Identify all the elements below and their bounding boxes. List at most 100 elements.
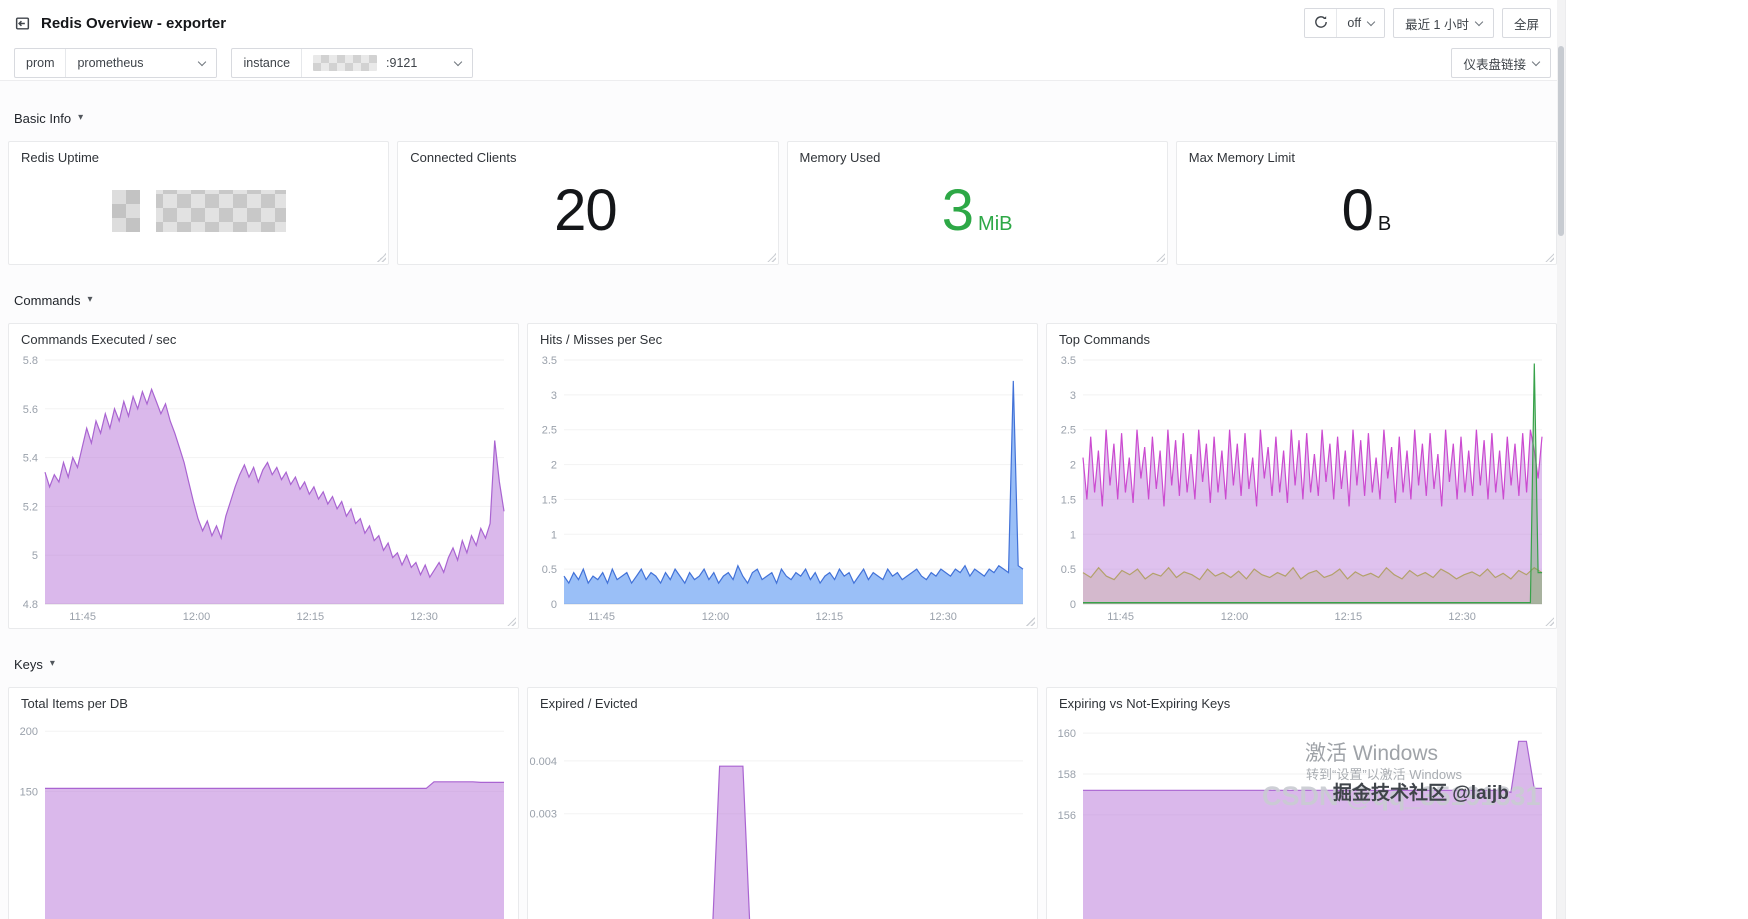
refresh-interval-value: off [1347, 16, 1362, 30]
svg-text:1: 1 [551, 529, 557, 541]
panel-resize-handle[interactable] [377, 253, 387, 262]
time-range-value: 最近 1 小时 [1405, 17, 1469, 32]
svg-text:0: 0 [1070, 599, 1076, 611]
svg-text:12:15: 12:15 [816, 611, 844, 623]
variable-prom-value: prometheus [77, 56, 144, 70]
panel-title[interactable]: Redis Uptime [21, 150, 100, 165]
chevron-down-icon [1531, 57, 1541, 66]
timeseries-chart[interactable]: 4.8 5 5.2 5.4 5.6 5.8 11:45 12:00 12:15 12:30 [9, 350, 518, 628]
panel-resize-handle[interactable] [1545, 617, 1554, 626]
svg-text:0.003: 0.003 [529, 809, 557, 821]
section-basic-info[interactable]: Basic Info ▾ [2, 109, 1563, 127]
dashboard-title: Redis Overview - exporter [41, 14, 227, 32]
refresh-button[interactable] [1305, 9, 1338, 37]
stat-unit: B [1377, 213, 1392, 235]
svg-text:11:45: 11:45 [1107, 611, 1134, 623]
chart-panel-commands-executed: Commands Executed / sec 4.8 5 5.2 5.4 5.6 5.8… [8, 323, 519, 629]
commands-row: Commands Executed / sec 4.8 5 5.2 5.4 5.6 5.8… [0, 323, 1565, 629]
panel-resize-handle[interactable] [1545, 253, 1554, 262]
chart-panel-expiring-keys: Expiring vs Not-Expiring Keys 156 158 160 [1046, 687, 1557, 919]
panel-title[interactable]: Hits / Misses per Sec [540, 332, 663, 347]
scrollbar-thumb[interactable] [1558, 46, 1564, 236]
fullscreen-label: 全屏 [1513, 17, 1539, 32]
panel-title[interactable]: Top Commands [1059, 332, 1151, 347]
refresh-interval-dropdown[interactable]: off [1337, 9, 1385, 37]
svg-text:3: 3 [551, 390, 557, 402]
chart-panel-expired-evicted: Expired / Evicted 0.003 0.004 [527, 687, 1038, 919]
timeseries-chart[interactable]: 0 0.5 1 1.5 2 2.5 3 3.5 11:45 12:00 12:15 12:30 [1047, 350, 1556, 628]
panel-resize-handle[interactable] [766, 253, 776, 262]
panel-resize-handle[interactable] [507, 617, 516, 626]
chevron-down-icon [453, 57, 463, 66]
dashboard-links-dropdown[interactable]: 仪表盘链接 [1451, 48, 1551, 78]
panel-title[interactable]: Commands Executed / sec [21, 332, 177, 347]
variable-prom-dropdown[interactable]: prometheus [66, 49, 217, 77]
section-commands-label: Commands [14, 292, 81, 308]
timeseries-chart[interactable]: 150 200 [9, 714, 518, 919]
svg-text:3.5: 3.5 [542, 355, 557, 367]
panel-title[interactable]: Total Items per DB [21, 696, 128, 711]
section-keys-label: Keys [14, 656, 43, 672]
svg-text:3: 3 [1070, 390, 1076, 402]
panel-title[interactable]: Memory Used [799, 150, 881, 165]
stat-value: 3 [941, 178, 974, 243]
panel-title[interactable]: Expiring vs Not-Expiring Keys [1059, 696, 1231, 711]
svg-text:11:45: 11:45 [588, 611, 615, 623]
svg-text:5.6: 5.6 [23, 404, 38, 416]
chart-panel-top-commands: Top Commands 0 0.5 1 1.5 2 2.5 3 3.5 11:45 12:00 1… [1046, 323, 1557, 629]
timeseries-chart[interactable]: 0 0.5 1 1.5 2 2.5 3 3.5 11:45 12:00 12:15 12:30 [528, 350, 1037, 628]
panel-title[interactable]: Max Memory Limit [1188, 150, 1295, 165]
svg-text:0: 0 [551, 599, 557, 611]
svg-text:2.5: 2.5 [542, 425, 557, 437]
svg-text:3.5: 3.5 [1061, 355, 1076, 367]
dashboard-back-icon[interactable] [14, 15, 31, 32]
variable-instance-label: instance [232, 49, 303, 77]
panel-title[interactable]: Connected Clients [410, 150, 517, 165]
stat-value: 0 [1341, 178, 1374, 243]
section-basic-info-label: Basic Info [14, 110, 72, 126]
section-commands[interactable]: Commands ▾ [2, 291, 1563, 309]
panel-resize-handle[interactable] [1026, 617, 1035, 626]
variable-instance-dropdown[interactable]: :9121 [302, 49, 473, 77]
timeseries-chart[interactable]: 156 158 160 [1047, 714, 1556, 919]
svg-text:2.5: 2.5 [1061, 425, 1076, 437]
svg-text:12:15: 12:15 [1335, 611, 1363, 623]
svg-text:2: 2 [1070, 460, 1076, 472]
svg-text:150: 150 [20, 786, 38, 798]
svg-text:0.5: 0.5 [1061, 564, 1076, 576]
panel-title[interactable]: Expired / Evicted [540, 696, 638, 711]
svg-text:12:00: 12:00 [183, 611, 211, 623]
variable-instance-port: :9121 [386, 56, 418, 70]
svg-text:156: 156 [1058, 810, 1076, 822]
panel-resize-handle[interactable] [1155, 253, 1165, 262]
chevron-down-icon [198, 57, 207, 66]
chevron-down-icon [1474, 17, 1484, 26]
time-range-dropdown[interactable]: 最近 1 小时 [1393, 8, 1494, 38]
variables-bar: prom prometheus instance :9121 仪表盘链接 [0, 46, 1565, 81]
caret-down-icon: ▾ [78, 112, 84, 123]
header-left: Redis Overview - exporter [14, 15, 226, 32]
svg-text:1: 1 [1070, 529, 1076, 541]
stat-panel-redis-uptime: Redis Uptime [8, 141, 390, 265]
fullscreen-button[interactable]: 全屏 [1501, 8, 1551, 38]
header-right: off 最近 1 小时 全屏 [1304, 8, 1551, 38]
section-keys[interactable]: Keys ▾ [2, 655, 1563, 673]
timeseries-chart[interactable]: 0.003 0.004 [528, 714, 1037, 919]
dashboard-links-label: 仪表盘链接 [1463, 57, 1526, 72]
variable-prom-label: prom [15, 49, 67, 77]
svg-text:11:45: 11:45 [69, 611, 96, 623]
svg-text:12:30: 12:30 [929, 611, 957, 623]
stat-panel-memory-used: Memory Used 3 MiB [786, 141, 1168, 265]
variable-instance: instance :9121 [231, 48, 474, 78]
refresh-icon [1314, 15, 1328, 32]
svg-text:5.4: 5.4 [23, 453, 38, 465]
stat-panel-max-memory-limit: Max Memory Limit 0 B [1175, 141, 1557, 265]
svg-text:12:00: 12:00 [702, 611, 730, 623]
basic-info-row: Redis Uptime Connected Clients 20 Memory… [0, 141, 1565, 265]
svg-text:12:30: 12:30 [1448, 611, 1476, 623]
scrollbar [1557, 0, 1565, 919]
refresh-control-group: off [1304, 8, 1386, 38]
caret-down-icon: ▾ [87, 294, 93, 305]
chart-panel-total-items: Total Items per DB 150 200 [8, 687, 519, 919]
chart-panel-hits-misses: Hits / Misses per Sec 0 0.5 1 1.5 2 2.5 3 3.5 11… [527, 323, 1038, 629]
